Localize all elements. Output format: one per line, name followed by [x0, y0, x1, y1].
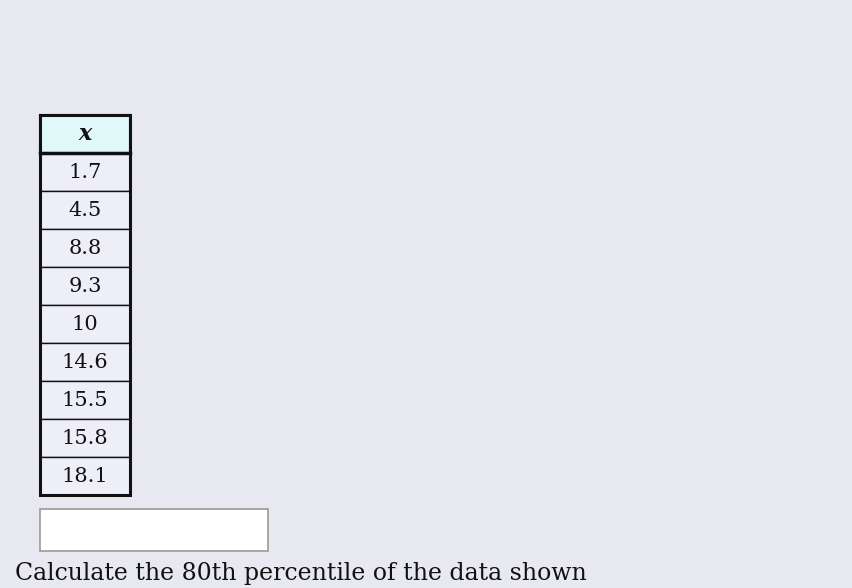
- Text: 14.6: 14.6: [61, 352, 108, 372]
- Text: 15.8: 15.8: [61, 429, 108, 447]
- Text: 10: 10: [72, 315, 98, 333]
- Text: 15.5: 15.5: [61, 390, 108, 409]
- Bar: [40, 457, 130, 495]
- Bar: [40, 305, 130, 343]
- Bar: [40, 509, 268, 551]
- Text: 8.8: 8.8: [68, 239, 101, 258]
- Bar: [40, 267, 130, 305]
- Bar: [40, 343, 130, 381]
- Bar: [40, 191, 130, 229]
- Text: x: x: [78, 123, 92, 145]
- Text: 1.7: 1.7: [68, 162, 101, 182]
- Bar: [40, 153, 130, 191]
- Text: 9.3: 9.3: [68, 276, 101, 296]
- Bar: [40, 115, 130, 495]
- Bar: [40, 115, 130, 153]
- Bar: [40, 419, 130, 457]
- Text: 18.1: 18.1: [61, 466, 108, 486]
- Bar: [40, 229, 130, 267]
- Text: Calculate the 80th percentile of the data shown: Calculate the 80th percentile of the dat…: [15, 562, 587, 585]
- Bar: [40, 381, 130, 419]
- Text: 4.5: 4.5: [68, 201, 101, 219]
